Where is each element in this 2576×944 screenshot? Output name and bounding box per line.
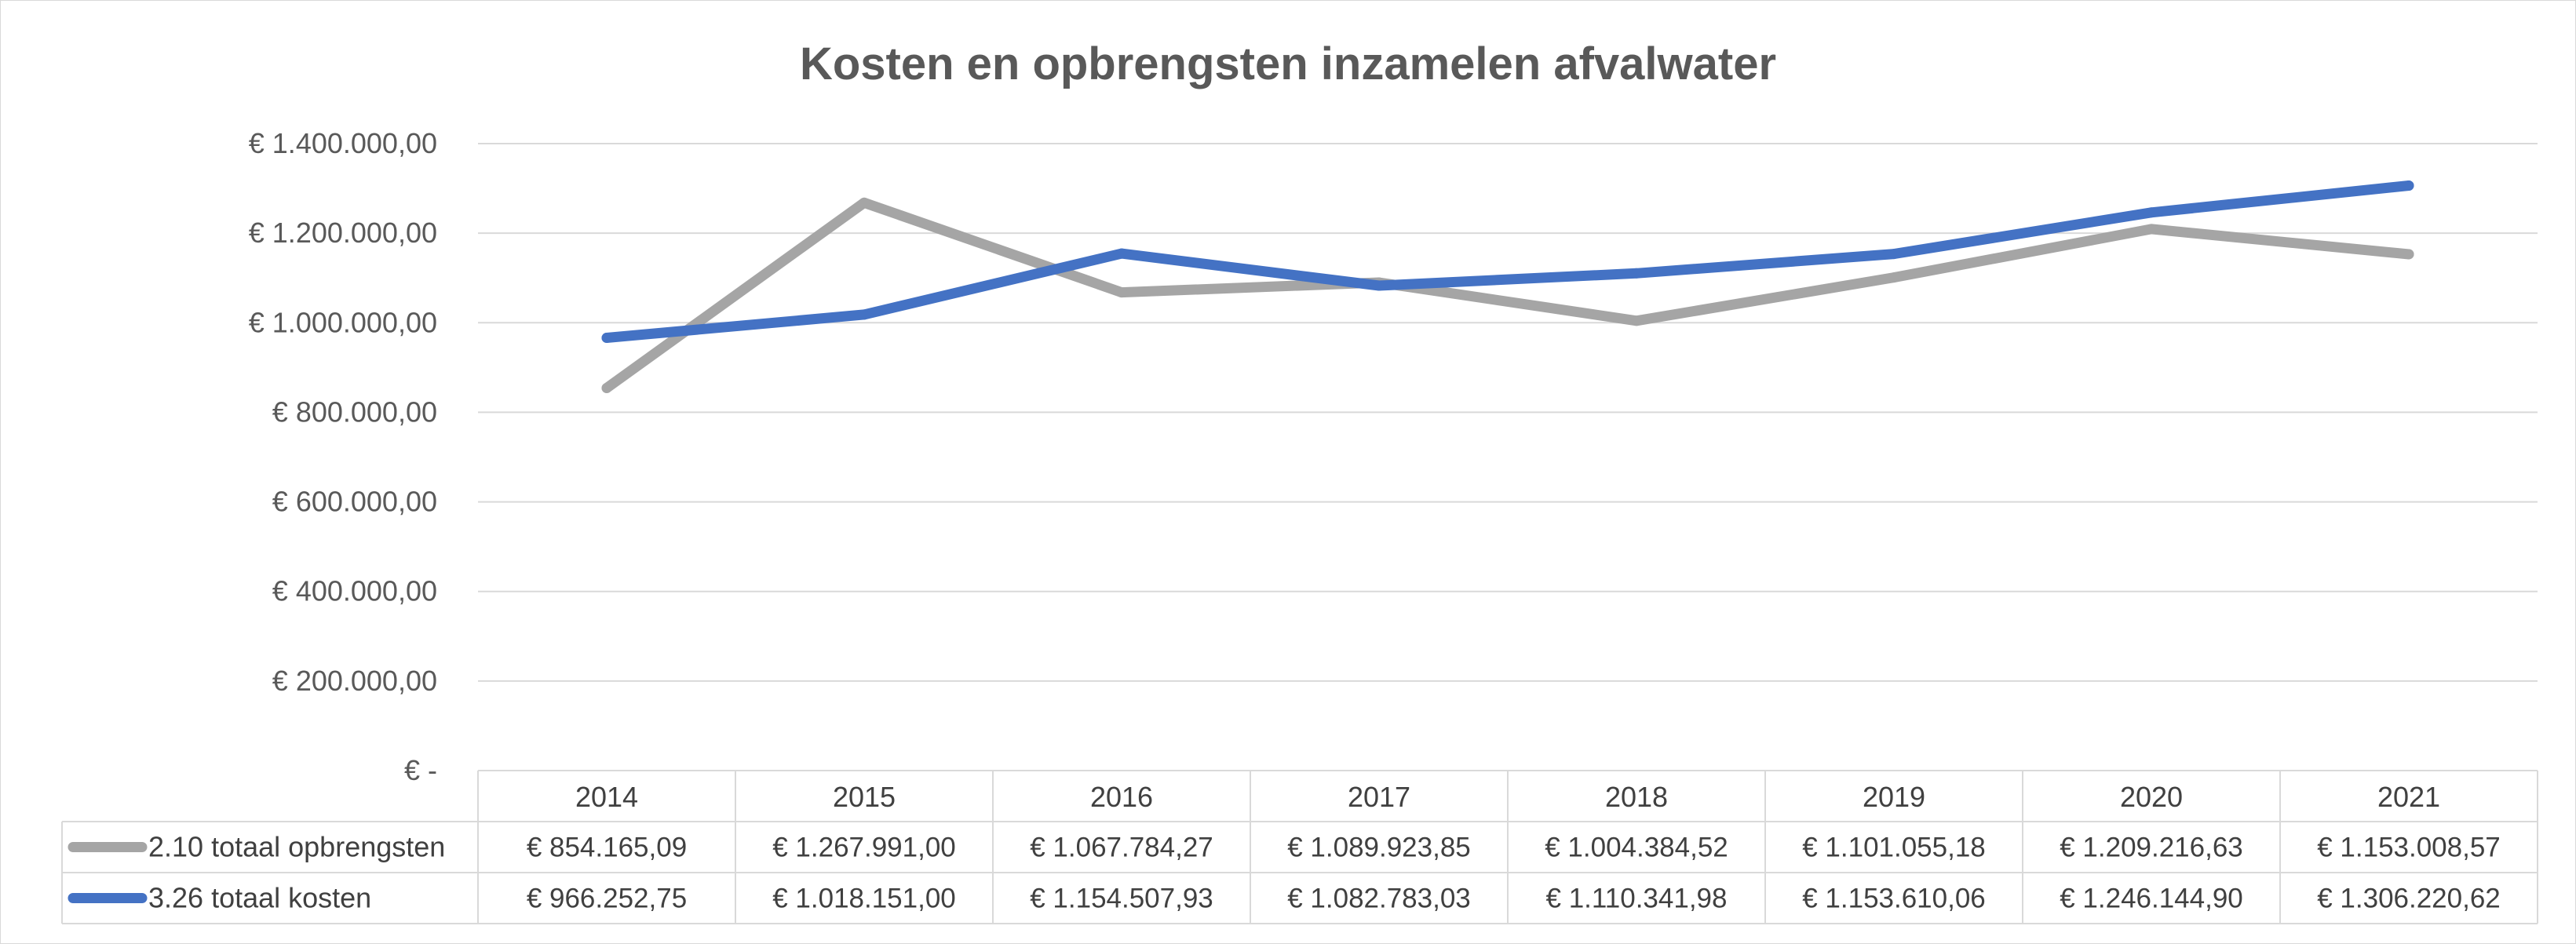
table-cell-value: € 1.306.220,62 xyxy=(2317,884,2501,914)
table-cell-value: € 1.089.923,85 xyxy=(1287,833,1471,863)
table-cell-value: € 854.165,09 xyxy=(527,833,687,863)
table-cell-value: € 1.154.507,93 xyxy=(1030,884,1213,914)
table-cell-value: € 1.082.783,03 xyxy=(1287,884,1471,914)
data-point xyxy=(1888,249,1899,260)
data-point xyxy=(1116,248,1127,259)
y-tick-label: € 1.000.000,00 xyxy=(249,306,437,338)
y-tick-label: € - xyxy=(404,754,437,786)
x-category-label: 2017 xyxy=(1348,781,1410,813)
x-category-label: 2016 xyxy=(1090,781,1153,813)
data-point xyxy=(1888,272,1899,283)
y-tick-label: € 600.000,00 xyxy=(272,486,437,518)
x-category-label: 2018 xyxy=(1605,781,1668,813)
data-point xyxy=(2146,207,2157,218)
data-point xyxy=(859,309,870,320)
table-cell-value: € 1.153.008,57 xyxy=(2317,833,2501,863)
y-tick-label: € 200.000,00 xyxy=(272,665,437,697)
table-cell-value: € 1.018.151,00 xyxy=(772,884,956,914)
x-category-label: 2021 xyxy=(2377,781,2440,813)
table-cell-value: € 1.246.144,90 xyxy=(2060,884,2243,914)
chart-title: Kosten en opbrengsten inzamelen afvalwat… xyxy=(800,38,1776,89)
y-tick-label: € 1.400.000,00 xyxy=(249,127,437,159)
gridlines xyxy=(478,143,2538,682)
table-cell-value: € 1.101.055,18 xyxy=(1802,833,1986,863)
data-point xyxy=(1116,287,1127,298)
y-axis-tick-labels: € - € 200.000,00 € 400.000,00 € 600.000,00 €… xyxy=(249,127,437,786)
data-point xyxy=(859,197,870,208)
data-point xyxy=(601,383,612,394)
series-line-1 xyxy=(601,197,2414,393)
table-cell-value: € 966.252,75 xyxy=(527,884,687,914)
data-point xyxy=(1374,280,1385,291)
series-line-2 xyxy=(601,180,2414,343)
x-category-label: 2015 xyxy=(833,781,896,813)
data-point xyxy=(1631,315,1642,326)
data-point xyxy=(2403,180,2414,191)
table-cell-value: € 1.153.610,06 xyxy=(1802,884,1986,914)
data-point xyxy=(1631,268,1642,279)
x-category-label: 2020 xyxy=(2120,781,2183,813)
data-point xyxy=(2403,249,2414,260)
y-tick-label: € 1.200.000,00 xyxy=(249,217,437,249)
y-tick-label: € 400.000,00 xyxy=(272,575,437,607)
data-point xyxy=(2146,224,2157,235)
table-cell-value: € 1.067.784,27 xyxy=(1030,833,1213,863)
x-category-label: 2019 xyxy=(1863,781,1925,813)
data-table: 2014 2015 2016 2017 2018 2019 2020 2021 2.10 tot… xyxy=(61,770,2538,924)
data-point xyxy=(601,333,612,344)
legend-entry: 2.10 totaal opbrengsten xyxy=(148,831,445,863)
table-cell-value: € 1.209.216,63 xyxy=(2060,833,2243,863)
table-cell-value: € 1.004.384,52 xyxy=(1545,833,1728,863)
y-tick-label: € 800.000,00 xyxy=(272,395,437,428)
table-cell-value: € 1.267.991,00 xyxy=(772,833,956,863)
series-lines xyxy=(601,180,2414,394)
x-category-label: 2014 xyxy=(575,781,638,813)
legend-entry: 3.26 totaal kosten xyxy=(148,882,371,914)
table-cell-value: € 1.110.341,98 xyxy=(1546,884,1728,914)
